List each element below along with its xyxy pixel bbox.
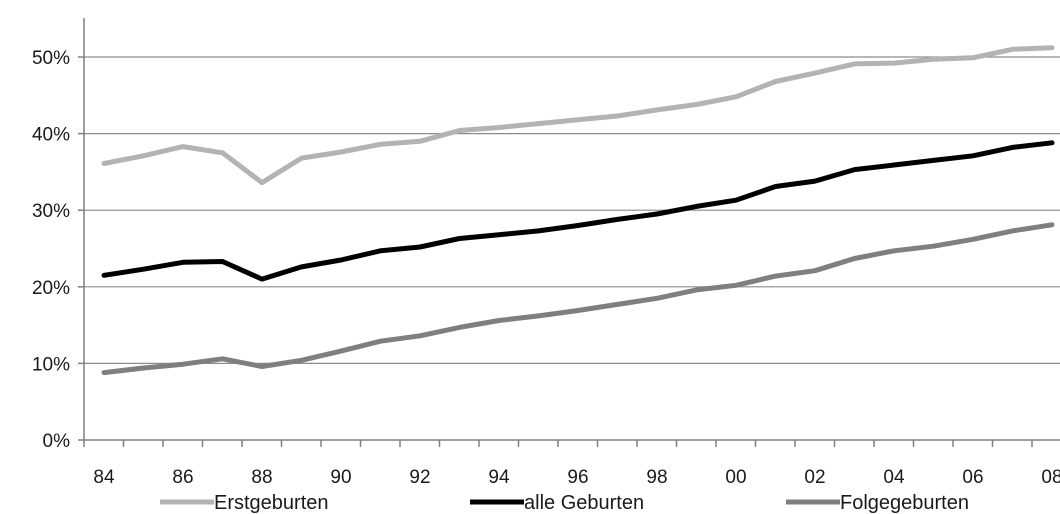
y-tick-label: 40% (32, 125, 70, 146)
y-tick-label: 30% (32, 201, 70, 222)
axis-ticks (78, 56, 1033, 447)
x-tick-label: 94 (488, 467, 510, 488)
data-series (101, 45, 1055, 376)
x-tick-label: 88 (251, 467, 272, 488)
legend-label-erstgeburten: Erstgeburten (214, 492, 329, 514)
x-tick-label: 02 (804, 467, 825, 488)
y-tick-labels: 0% 10% 20% 30% 40% 50% (32, 48, 70, 452)
x-tick-label: 04 (883, 467, 905, 488)
legend-label-alle-geburten: alle Geburten (524, 492, 644, 514)
x-tick-label: 84 (93, 467, 115, 488)
x-tick-label: 06 (962, 467, 983, 488)
x-tick-labels: 84 86 88 90 92 94 96 98 00 02 04 06 08 (93, 467, 1060, 488)
legend: Erstgeburten alle Geburten Folgegeburten (160, 492, 969, 514)
x-tick-label: 08 (1041, 467, 1060, 488)
x-tick-label: 00 (725, 467, 746, 488)
x-tick-label: 92 (409, 467, 430, 488)
x-tick-label: 90 (330, 467, 351, 488)
gridlines (84, 56, 1060, 364)
axes (83, 18, 1060, 441)
y-tick-label: 0% (43, 431, 71, 452)
y-tick-label: 10% (32, 354, 70, 375)
series-line-folgegeburten (101, 222, 1055, 376)
x-tick-label: 98 (646, 467, 667, 488)
x-tick-label: 86 (172, 467, 193, 488)
y-tick-label: 20% (32, 278, 70, 299)
x-tick-label: 96 (567, 467, 588, 488)
series-line-erstgeburten (101, 45, 1055, 186)
legend-label-folgegeburten: Folgegeburten (840, 492, 969, 514)
series-line-alle-geburten (101, 140, 1055, 282)
y-tick-label: 50% (32, 48, 70, 69)
